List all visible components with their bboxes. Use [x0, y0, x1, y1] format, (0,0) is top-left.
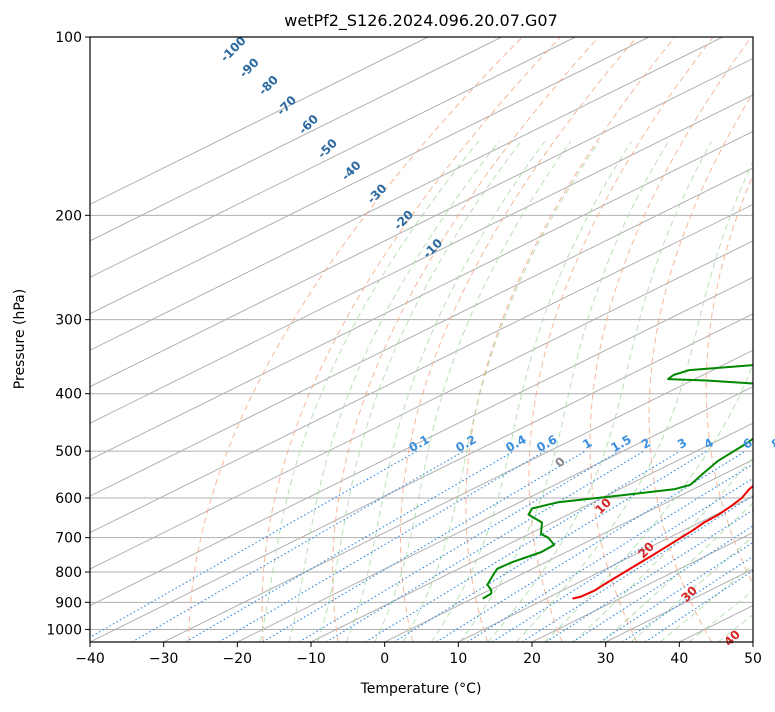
y-tick-label: 700: [55, 531, 82, 547]
x-tick-label: 0: [380, 651, 389, 667]
y-tick-label: 600: [55, 491, 82, 507]
x-tick-label: 20: [523, 651, 541, 667]
y-axis-label: Pressure (hPa): [12, 289, 28, 389]
y-tick-label: 400: [55, 387, 82, 403]
x-tick-label: −40: [75, 651, 105, 667]
y-tick-label: 500: [55, 444, 82, 460]
y-tick-label: 200: [55, 208, 82, 224]
x-tick-label: −10: [296, 651, 326, 667]
y-tick-label: 800: [55, 565, 82, 581]
x-tick-label: 30: [597, 651, 615, 667]
y-tick-label: 100: [55, 30, 82, 46]
x-tick-label: 40: [670, 651, 688, 667]
x-axis-label: Temperature (°C): [360, 681, 482, 697]
y-tick-label: 300: [55, 313, 82, 329]
x-tick-label: 10: [449, 651, 467, 667]
y-tick-label: 900: [55, 595, 82, 611]
x-tick-label: −30: [149, 651, 179, 667]
chart-title: wetPf2_S126.2024.096.20.07.G07: [284, 11, 558, 31]
x-tick-label: −20: [223, 651, 253, 667]
y-tick-label: 1000: [46, 622, 82, 638]
x-tick-label: 50: [744, 651, 762, 667]
